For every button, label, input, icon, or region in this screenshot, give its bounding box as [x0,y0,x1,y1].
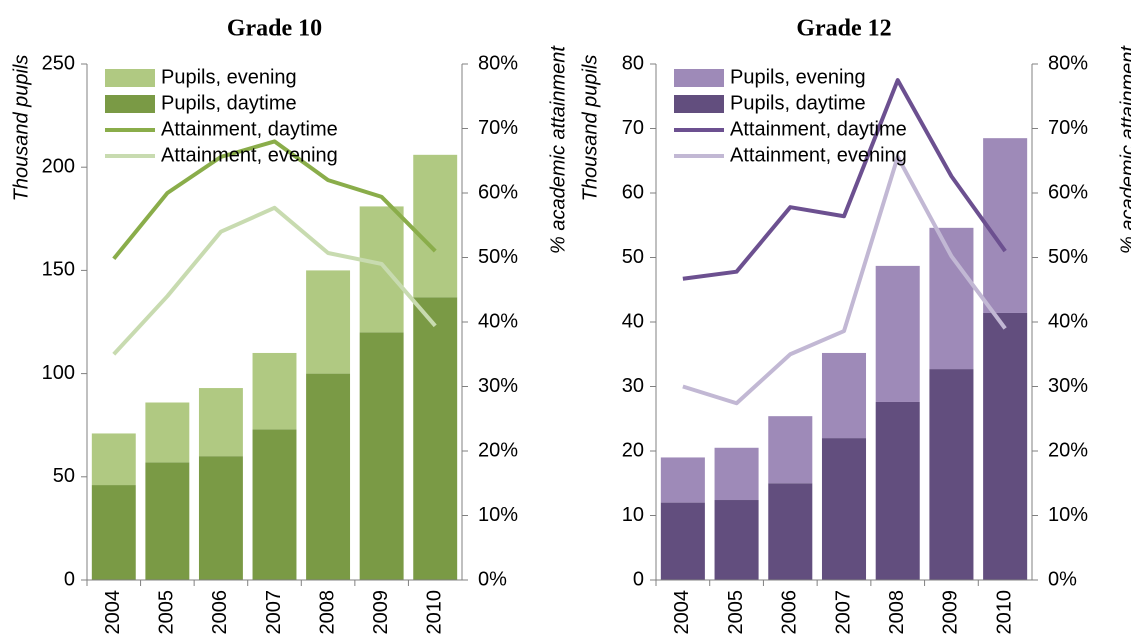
bar [660,457,705,503]
x-tick-label: 2005 [156,590,178,635]
x-tick-label: 2006 [779,590,801,635]
bar [91,485,136,580]
y2-tick-label: 10% [1048,504,1088,526]
bar [198,456,243,580]
y-tick-label: 20 [622,439,644,461]
legend-swatch [674,69,724,87]
bar [768,483,813,580]
bar [714,500,759,580]
y-axis-label: Thousand pupils [10,55,32,202]
y-tick-label: 0 [64,568,75,590]
line-series [112,139,437,261]
bar [929,227,974,370]
y2-tick-label: 40% [478,310,518,332]
y-tick-label: 10 [622,504,644,526]
x-tick-label: 2004 [102,590,124,635]
y2-tick-label: 0% [1048,568,1077,590]
y2-tick-label: 80% [478,52,518,74]
chart-title: Grade 12 [796,16,891,42]
y-tick-label: 70 [622,117,644,139]
y-tick-label: 40 [622,310,644,332]
y2-tick-label: 10% [478,504,518,526]
bar [359,332,404,580]
y2-tick-label: 30% [478,375,518,397]
bar [875,265,920,402]
y-tick-label: 60 [622,181,644,203]
bar [306,270,351,374]
legend-label: Attainment, daytime [730,118,907,140]
x-tick-label: 2008 [886,590,908,635]
y2-axis-label: % academic attainment [547,45,569,254]
line-series [682,78,1007,281]
legend-swatch [105,95,155,113]
legend-swatch [674,95,724,113]
y2-tick-label: 0% [478,568,507,590]
bar [252,352,297,430]
y2-tick-label: 60% [478,181,518,203]
bar [252,429,297,580]
bar [145,402,190,463]
x-tick-label: 2007 [832,590,854,635]
legend-label: Attainment, evening [161,144,338,166]
y2-tick-label: 60% [1048,181,1088,203]
legend-swatch [105,69,155,87]
legend-label: Pupils, daytime [730,92,866,114]
bar [875,401,920,580]
y2-axis-label: % academic attainment [1117,45,1131,254]
bar [768,416,813,484]
bar [91,433,136,486]
chart-title: Grade 10 [227,16,322,42]
legend-label: Pupils, daytime [161,92,297,114]
x-tick-label: 2007 [263,590,285,635]
x-tick-label: 2006 [209,590,231,635]
bar [306,373,351,580]
legend-label: Pupils, evening [161,66,297,88]
bar [198,388,243,457]
y2-tick-label: 80% [1048,52,1088,74]
bar [821,438,867,580]
x-tick-label: 2009 [940,590,962,635]
y-tick-label: 50 [53,465,75,487]
x-tick-label: 2010 [423,590,445,635]
bar [413,297,458,580]
y-tick-label: 80 [622,52,644,74]
bar [660,502,705,580]
legend-label: Pupils, evening [730,66,866,88]
y-tick-label: 150 [42,259,75,281]
bar [983,312,1028,580]
y-axis-label: Thousand pupils [579,55,601,202]
line-series [682,154,1007,406]
y2-tick-label: 30% [1048,375,1088,397]
y2-tick-label: 70% [1048,117,1088,139]
y-tick-label: 200 [42,155,75,177]
x-tick-label: 2008 [316,590,338,635]
x-tick-label: 2005 [725,590,747,635]
y2-tick-label: 50% [1048,246,1088,268]
y2-tick-label: 20% [1048,439,1088,461]
x-tick-label: 2004 [671,590,693,635]
bar [359,206,404,333]
legend-label: Attainment, evening [730,144,907,166]
legend-label: Attainment, daytime [161,118,338,140]
y2-tick-label: 40% [1048,310,1088,332]
x-tick-label: 2009 [370,590,392,635]
y2-tick-label: 50% [478,246,518,268]
bar [413,154,458,298]
y-tick-label: 250 [42,52,75,74]
y-tick-label: 0 [633,568,644,590]
bar [821,352,867,439]
x-tick-label: 2010 [993,590,1015,635]
bar [983,138,1028,313]
y-tick-label: 30 [622,375,644,397]
y2-tick-label: 20% [478,439,518,461]
line-series [112,205,437,356]
bar [929,369,974,580]
y2-tick-label: 70% [478,117,518,139]
bar [145,462,190,580]
y-tick-label: 50 [622,246,644,268]
bar [714,447,759,501]
y-tick-label: 100 [42,362,75,384]
